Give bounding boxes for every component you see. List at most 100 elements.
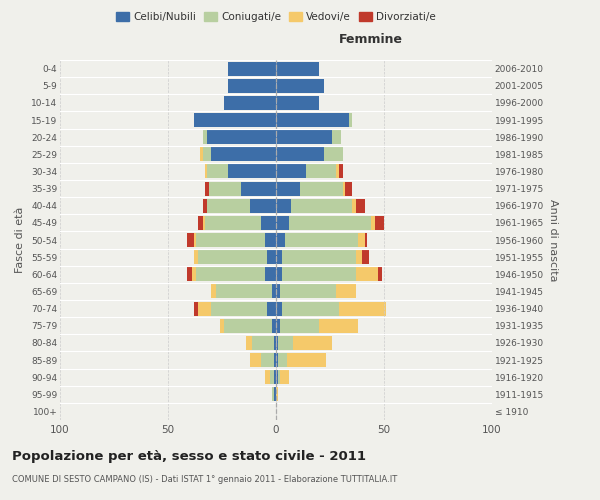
Bar [276,148,323,162]
Bar [276,353,278,367]
Bar [356,250,362,264]
Bar [194,113,276,127]
Bar [337,284,356,298]
Bar [276,370,278,384]
Bar [343,182,345,196]
Bar [211,284,215,298]
Bar [356,198,365,212]
Bar [207,164,229,178]
Bar [276,233,284,247]
Bar [278,353,287,367]
Bar [252,336,274,350]
Bar [276,113,349,127]
Bar [261,216,276,230]
Bar [192,268,196,281]
Bar [198,216,203,230]
Bar [300,182,343,196]
Bar [274,370,276,384]
Legend: Celibi/Nubili, Coniugati/e, Vedovi/e, Divorziati/e: Celibi/Nubili, Coniugati/e, Vedovi/e, Di… [112,8,440,26]
Bar [268,250,276,264]
Bar [291,198,352,212]
Bar [265,370,269,384]
Bar [276,388,278,402]
Bar [196,233,265,247]
Bar [276,198,291,212]
Bar [377,268,382,281]
Bar [274,353,276,367]
Bar [194,233,196,247]
Bar [323,148,343,162]
Bar [272,388,274,402]
Bar [276,302,283,316]
Bar [276,250,283,264]
Bar [349,113,352,127]
Bar [356,268,377,281]
Y-axis label: Fasce di età: Fasce di età [16,207,25,273]
Bar [224,318,272,332]
Bar [283,250,356,264]
Bar [241,182,276,196]
Bar [229,164,276,178]
Bar [319,318,358,332]
Bar [211,302,268,316]
Bar [276,216,289,230]
Bar [272,284,276,298]
Bar [338,164,343,178]
Bar [203,216,205,230]
Bar [272,318,276,332]
Bar [205,216,261,230]
Bar [207,130,276,144]
Text: Popolazione per età, sesso e stato civile - 2011: Popolazione per età, sesso e stato civil… [12,450,366,463]
Bar [187,233,194,247]
Bar [205,164,207,178]
Bar [274,336,276,350]
Bar [229,78,276,92]
Bar [250,353,261,367]
Bar [268,302,276,316]
Bar [194,250,198,264]
Bar [229,62,276,76]
Bar [203,130,207,144]
Bar [289,216,371,230]
Bar [376,216,384,230]
Bar [209,182,241,196]
Bar [250,198,276,212]
Bar [276,62,319,76]
Bar [362,250,369,264]
Bar [220,318,224,332]
Bar [276,164,306,178]
Bar [283,268,356,281]
Bar [280,284,337,298]
Bar [283,302,338,316]
Text: Femmine: Femmine [339,32,403,46]
Bar [187,268,192,281]
Bar [207,198,250,212]
Bar [205,182,209,196]
Bar [365,233,367,247]
Bar [265,268,276,281]
Bar [276,268,283,281]
Bar [337,164,338,178]
Bar [280,318,319,332]
Bar [215,284,272,298]
Bar [284,233,358,247]
Bar [276,318,280,332]
Bar [358,233,365,247]
Bar [276,78,323,92]
Bar [276,336,278,350]
Bar [276,130,332,144]
Bar [278,370,280,384]
Bar [203,148,211,162]
Bar [293,336,332,350]
Bar [194,302,198,316]
Bar [198,250,268,264]
Bar [198,302,211,316]
Bar [280,370,289,384]
Bar [306,164,337,178]
Y-axis label: Anni di nascita: Anni di nascita [548,198,558,281]
Bar [246,336,252,350]
Bar [211,148,276,162]
Bar [276,284,280,298]
Bar [276,96,319,110]
Bar [224,96,276,110]
